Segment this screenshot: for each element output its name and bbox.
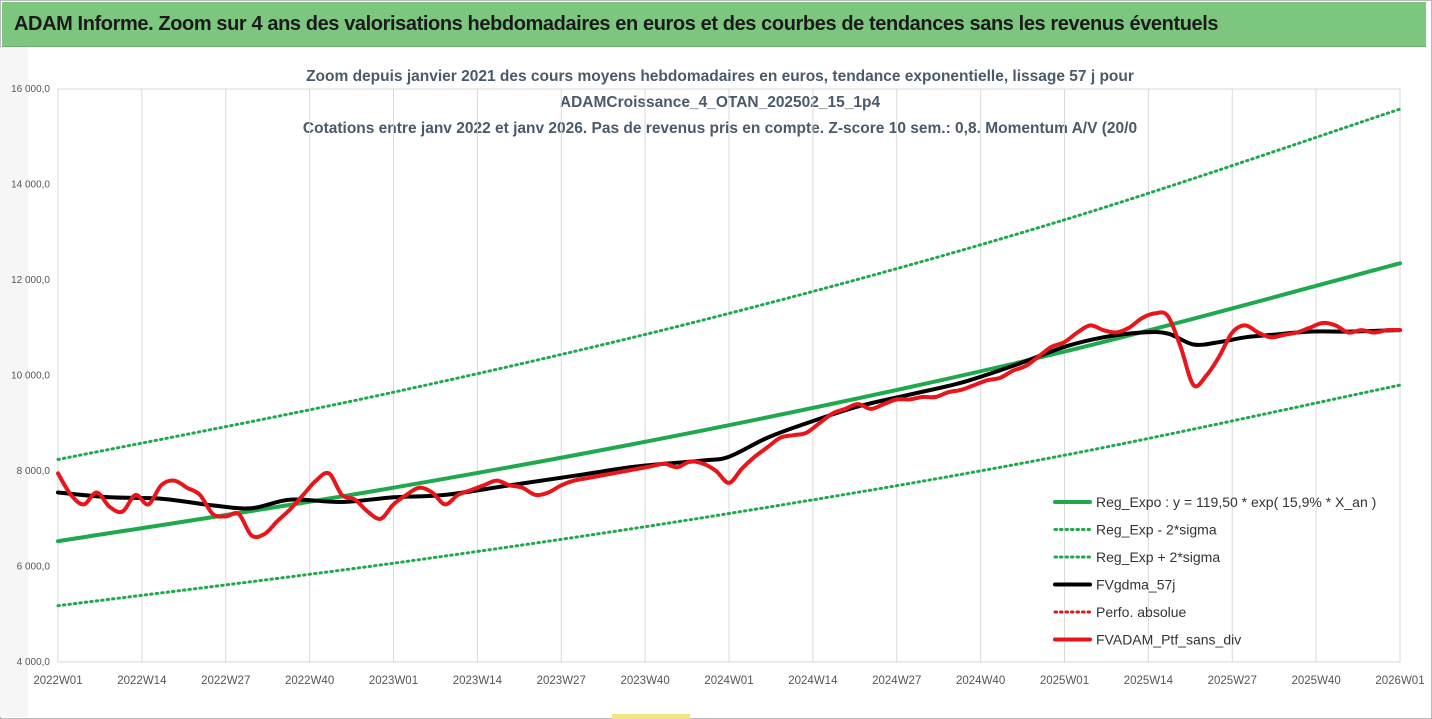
y-tick-label: 8 000,0	[17, 466, 51, 477]
y-tick-label: 14 000,0	[11, 180, 50, 191]
chart-title-line-2: ADAMCroissance_4_OTAN_202502_15_1p4	[559, 94, 881, 111]
x-tick-label: 2025W40	[1292, 675, 1341, 687]
x-tick-label: 2022W01	[33, 675, 82, 687]
banner-title: ADAM Informe. Zoom sur 4 ans des valoris…	[14, 13, 1219, 35]
x-tick-label: 2022W27	[201, 675, 250, 687]
x-tick-label: 2022W40	[285, 675, 334, 687]
y-tick-label: 6 000,0	[17, 562, 51, 573]
chart-title-line-3: Cotations entre janv 2022 et janv 2026. …	[302, 120, 1138, 137]
x-tick-label: 2023W40	[621, 675, 670, 687]
y-tick-label: 12 000,0	[11, 275, 50, 286]
x-tick-label: 2024W01	[704, 675, 753, 687]
legend-entry: Reg_Exp + 2*sigma	[1096, 549, 1220, 565]
x-tick-label: 2024W14	[788, 675, 838, 687]
x-tick-label: 2025W01	[1040, 675, 1089, 687]
y-tick-label: 10 000,0	[11, 371, 50, 382]
chart-title-line-1: Zoom depuis janvier 2021 des cours moyen…	[306, 68, 1134, 85]
legend-entry: Reg_Exp - 2*sigma	[1096, 522, 1217, 538]
x-tick-label: 2025W27	[1208, 675, 1257, 687]
x-tick-label: 2026W01	[1375, 675, 1424, 687]
y-tick-label: 16 000,0	[11, 84, 50, 95]
legend-entry: FVgdma_57j	[1096, 577, 1175, 593]
series-line-reg-exp-2-sigma	[56, 383, 1402, 608]
chart-title: Zoom depuis janvier 2021 des cours moyen…	[180, 64, 1260, 142]
header-banner: ADAM Informe. Zoom sur 4 ans des valoris…	[2, 2, 1426, 47]
legend-entry: Perfo. absolue	[1096, 604, 1186, 620]
y-tick-label: 4 000,0	[17, 657, 51, 668]
left-margin-strip	[0, 47, 28, 717]
x-tick-label: 2025W14	[1124, 675, 1174, 687]
series-line-fvadam-ptf-sans-div	[56, 310, 1402, 540]
legend-entry: FVADAM_Ptf_sans_div	[1096, 632, 1241, 648]
series-line-reg-exp-2-sigma	[56, 107, 1402, 461]
series-line-fvgdma-57j	[56, 328, 1402, 511]
x-tick-label: 2023W27	[537, 675, 586, 687]
series-line-reg-expo-y-119-50-exp-15-9-x-an	[56, 261, 1402, 544]
x-tick-label: 2024W40	[956, 675, 1005, 687]
x-tick-label: 2023W14	[453, 675, 503, 687]
x-tick-label: 2022W14	[117, 675, 167, 687]
sheet-tab-marker	[612, 714, 690, 719]
x-tick-label: 2023W01	[369, 675, 418, 687]
legend-entry: Reg_Expo : y = 119,50 * exp( 15,9% * X_a…	[1096, 494, 1376, 510]
x-tick-label: 2024W27	[872, 675, 921, 687]
